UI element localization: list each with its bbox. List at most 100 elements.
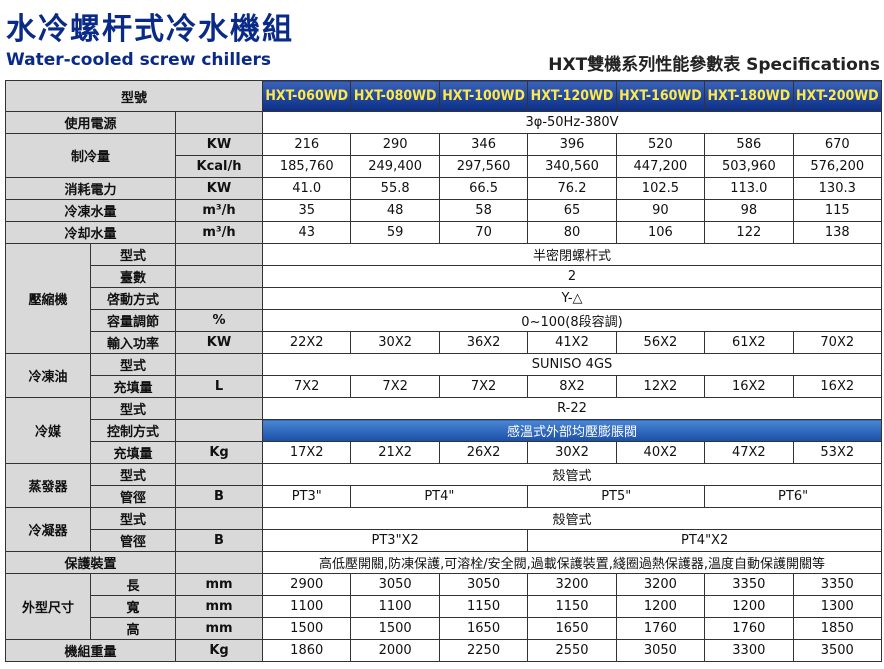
unit — [174, 353, 264, 376]
model-header: HXT-080WD — [350, 80, 440, 112]
table-row: 消耗電力 KW 41.0 55.8 66.5 76.2 102.5 113.0 130.3 — [5, 177, 883, 200]
model-header: HXT-160WD — [615, 80, 706, 112]
value-cell: 3200 — [527, 573, 617, 596]
value-cell: 346 — [438, 133, 529, 156]
value-cell: 3φ-50Hz-380V — [262, 111, 882, 134]
table-row: 充填量 Kg 17X2 21X2 26X2 30X2 40X2 47X2 53X2 — [6, 441, 883, 464]
item-label: 輸入功率 — [90, 331, 176, 354]
table-row: 型號 HXT-060WD HXT-080WD HXT-100WD HXT-120WD HX… — [4, 80, 883, 112]
table-row: Kcal/h 185,760 249,400 297,560 340,560 447,20… — [6, 155, 883, 178]
model-label: 型號 — [4, 80, 264, 112]
value-cell: 1650 — [438, 617, 529, 640]
item-label: 管徑 — [90, 485, 176, 508]
table-row: 管徑 B PT3" PT4" PT5" PT6" — [6, 485, 882, 508]
value-cell: 感溫式外部均壓膨脹閥 — [262, 419, 882, 442]
title: 水冷螺杆式冷水機組 — [6, 12, 294, 47]
value-cell: 48 — [350, 199, 440, 222]
value-cell: 65 — [527, 199, 617, 222]
item-label: 容量調節 — [90, 309, 176, 332]
group-label: 蒸發器 — [5, 463, 91, 508]
value-cell: 40X2 — [615, 441, 706, 464]
value-cell: 2250 — [438, 639, 529, 662]
value-cell: 249,400 — [350, 155, 440, 178]
unit: Kcal/h — [174, 155, 264, 178]
table-row: 保護裝置 高低壓開關,防凍保護,可溶栓/安全閥,過載保護裝置,綫圈過熱保護器,溫度… — [5, 551, 882, 574]
unit — [174, 265, 264, 288]
table-row: 輸入功率 KW 22X2 30X2 36X2 41X2 56X2 61X2 70X2 — [6, 331, 883, 354]
value-cell: 1500 — [262, 617, 352, 640]
value-cell: 殼管式 — [262, 463, 882, 486]
value-cell: 66.5 — [438, 177, 529, 200]
value-cell: 21X2 — [350, 441, 440, 464]
group-label: 制冷量 — [5, 133, 176, 178]
value-cell: 3050 — [615, 639, 706, 662]
value-cell: 290 — [350, 133, 440, 156]
item-label: 管徑 — [90, 529, 176, 552]
item-label: 型式 — [90, 243, 176, 266]
value-cell: 7X2 — [438, 375, 529, 398]
value-cell: 41X2 — [527, 331, 617, 354]
value-cell: 47X2 — [704, 441, 794, 464]
value-cell: 2000 — [350, 639, 440, 662]
group-label: 冷媒 — [5, 397, 91, 464]
unit: m³/h — [174, 221, 264, 244]
unit — [174, 287, 264, 310]
value-cell: 41.0 — [262, 177, 352, 200]
unit: mm — [174, 595, 264, 618]
value-cell: 520 — [615, 133, 706, 156]
value-cell: 80 — [527, 221, 617, 244]
value-cell: 1650 — [527, 617, 617, 640]
table-row: 高 mm 1500 1500 1650 1650 1760 1760 1850 — [6, 617, 883, 640]
value-cell: PT4"X2 — [527, 529, 882, 552]
title-en: Water-cooled screw chillers — [6, 50, 272, 70]
value-cell: 35 — [262, 199, 352, 222]
model-header: HXT-200WD — [792, 80, 883, 112]
value-cell: 70 — [438, 221, 529, 244]
value-cell: 586 — [704, 133, 794, 156]
table-row: 使用電源 3φ-50Hz-380V — [5, 111, 882, 134]
unit: KW — [174, 177, 264, 200]
value-cell: 1100 — [350, 595, 440, 618]
unit — [174, 551, 264, 574]
unit — [174, 397, 264, 420]
value-cell: 70X2 — [792, 331, 883, 354]
value-cell: 2550 — [527, 639, 617, 662]
group-label: 消耗電力 — [5, 177, 176, 200]
unit: B — [174, 485, 264, 508]
table-row: 冷凍水量 m³/h 35 48 58 65 90 98 115 — [5, 199, 883, 222]
unit: mm — [174, 617, 264, 640]
value-cell: 61X2 — [704, 331, 794, 354]
value-cell: 7X2 — [350, 375, 440, 398]
value-cell: 576,200 — [792, 155, 883, 178]
value-cell: 半密閉螺杆式 — [262, 243, 882, 266]
model-header: HXT-120WD — [527, 80, 617, 112]
table-row: 控制方式 感溫式外部均壓膨脹閥 — [6, 419, 882, 442]
value-cell: 3300 — [704, 639, 794, 662]
table-row: 容量調節% 0~100(8段容調) — [6, 309, 882, 332]
item-label: 高 — [90, 617, 176, 640]
table-row: 壓縮機 型式 半密閉螺杆式 — [5, 243, 882, 354]
value-cell: 98 — [704, 199, 794, 222]
value-cell: 76.2 — [527, 177, 617, 200]
value-cell: 16X2 — [704, 375, 794, 398]
unit: KW — [174, 133, 264, 156]
value-cell: 670 — [792, 133, 883, 156]
table-row: 機組重量 Kg 1860 2000 2250 2550 3050 3300 3500 — [5, 639, 883, 662]
value-cell: 216 — [262, 133, 352, 156]
table-row: 臺數 2 — [6, 265, 882, 288]
unit — [174, 243, 264, 266]
value-cell: 1760 — [615, 617, 706, 640]
value-cell: 17X2 — [262, 441, 352, 464]
table-row: 蒸發器 型式 殼管式 — [5, 463, 882, 508]
unit — [174, 111, 264, 134]
item-label: 型式 — [90, 463, 176, 486]
value-cell: 1150 — [438, 595, 529, 618]
value-cell: R-22 — [262, 397, 882, 420]
item-label: 臺數 — [90, 265, 176, 288]
model-header: HXT-100WD — [438, 80, 529, 112]
model-header: HXT-180WD — [704, 80, 794, 112]
value-cell: 2 — [262, 265, 882, 288]
value-cell: 102.5 — [615, 177, 706, 200]
value-cell: 297,560 — [438, 155, 529, 178]
table-row: 充填量 L 7X2 7X2 7X2 8X2 12X2 16X2 16X2 — [6, 375, 883, 398]
